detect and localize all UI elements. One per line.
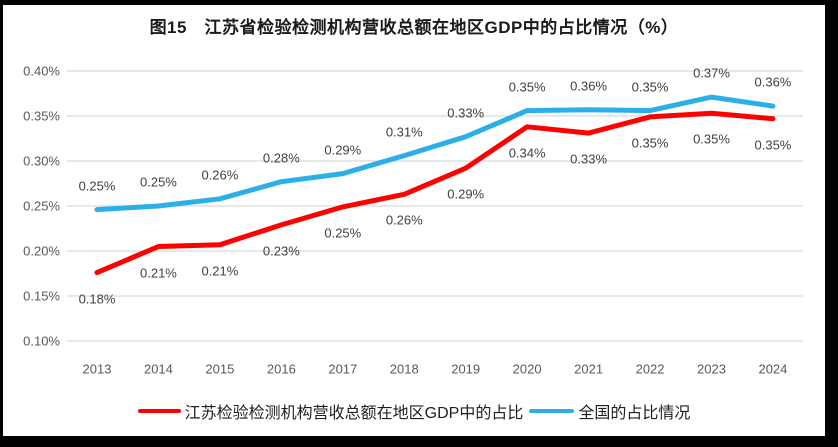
national-line	[94, 94, 776, 213]
x-axis-tick-label: 2020	[512, 361, 542, 377]
jiangsu-data-label: 0.26%	[385, 212, 423, 228]
x-axis-tick-label: 2018	[389, 361, 419, 377]
jiangsu-data-label: 0.23%	[262, 243, 300, 259]
national-series-legend-line-icon	[529, 409, 575, 413]
national-data-label: 0.37%	[693, 65, 730, 81]
x-axis-tick-label: 2022	[635, 361, 665, 377]
x-axis-tick-label: 2019	[451, 361, 481, 377]
x-axis-tick-label: 2023	[697, 361, 726, 377]
jiangsu-data-label: 0.21%	[201, 263, 239, 279]
national-data-label: 0.28%	[262, 150, 300, 166]
y-axis-tick-label: 0.15%	[23, 288, 60, 304]
y-axis-tick-label: 0.40%	[23, 63, 60, 79]
jiangsu-series-legend-label: 江苏检验检测机构营收总额在地区GDP中的占比	[184, 405, 524, 422]
x-axis-tick-label: 2013	[82, 361, 112, 377]
national-data-label: 0.35%	[631, 79, 669, 95]
line-chart-plot	[67, 70, 803, 342]
jiangsu-data-label: 0.35%	[693, 131, 730, 147]
jiangsu-data-label: 0.33%	[570, 151, 608, 167]
chart-panel: 图15 江苏省检验检测机构营收总额在地区GDP中的占比情况（%） 0.40% 0.…	[3, 5, 825, 436]
national-data-label: 0.25%	[78, 178, 116, 194]
jiangsu-data-label: 0.21%	[140, 265, 177, 280]
national-data-label: 0.35%	[508, 79, 546, 95]
y-axis-tick-label: 0.20%	[23, 243, 60, 259]
national-data-label: 0.36%	[754, 74, 792, 90]
national-series-legend-label: 全国的占比情况	[578, 405, 691, 422]
jiangsu-series-legend-line-icon	[137, 409, 181, 413]
jiangsu-data-label: 0.35%	[754, 137, 792, 153]
jiangsu-data-label: 0.35%	[631, 135, 669, 151]
national-data-label: 0.26%	[201, 167, 239, 183]
x-axis-tick-label: 2017	[328, 361, 358, 377]
x-axis-tick-label: 2015	[205, 361, 235, 377]
national-data-label: 0.25%	[140, 174, 177, 190]
jiangsu-data-label: 0.25%	[324, 225, 362, 241]
y-axis-tick-label: 0.35%	[23, 108, 60, 124]
national-data-label: 0.29%	[324, 142, 362, 158]
jiangsu-data-label: 0.29%	[447, 186, 485, 202]
x-axis-tick-label: 2024	[758, 361, 788, 377]
y-axis-tick-label: 0.25%	[23, 198, 60, 214]
national-data-label: 0.31%	[385, 124, 423, 140]
y-axis-tick-label: 0.30%	[23, 153, 60, 169]
jiangsu-line	[94, 110, 776, 276]
national-data-label: 0.36%	[570, 78, 608, 94]
chart-area: 0.40% 0.35% 0.30% 0.25% 0.20% 0.15% 0.10% 0.18%…	[3, 5, 825, 436]
y-axis-tick-label: 0.10%	[23, 333, 60, 349]
national-data-label: 0.33%	[447, 105, 485, 121]
jiangsu-data-label: 0.34%	[508, 145, 546, 161]
chart-title: 图15 江苏省检验检测机构营收总额在地区GDP中的占比情况（%）	[149, 18, 679, 37]
x-axis-tick-label: 2016	[266, 361, 296, 377]
chart-legend: 江苏检验检测机构营收总额在地区GDP中的占比 全国的占比情况	[3, 399, 825, 423]
jiangsu-data-label: 0.18%	[78, 291, 116, 307]
x-axis-tick-label: 2021	[574, 361, 604, 377]
x-axis-tick-label: 2014	[143, 361, 173, 377]
